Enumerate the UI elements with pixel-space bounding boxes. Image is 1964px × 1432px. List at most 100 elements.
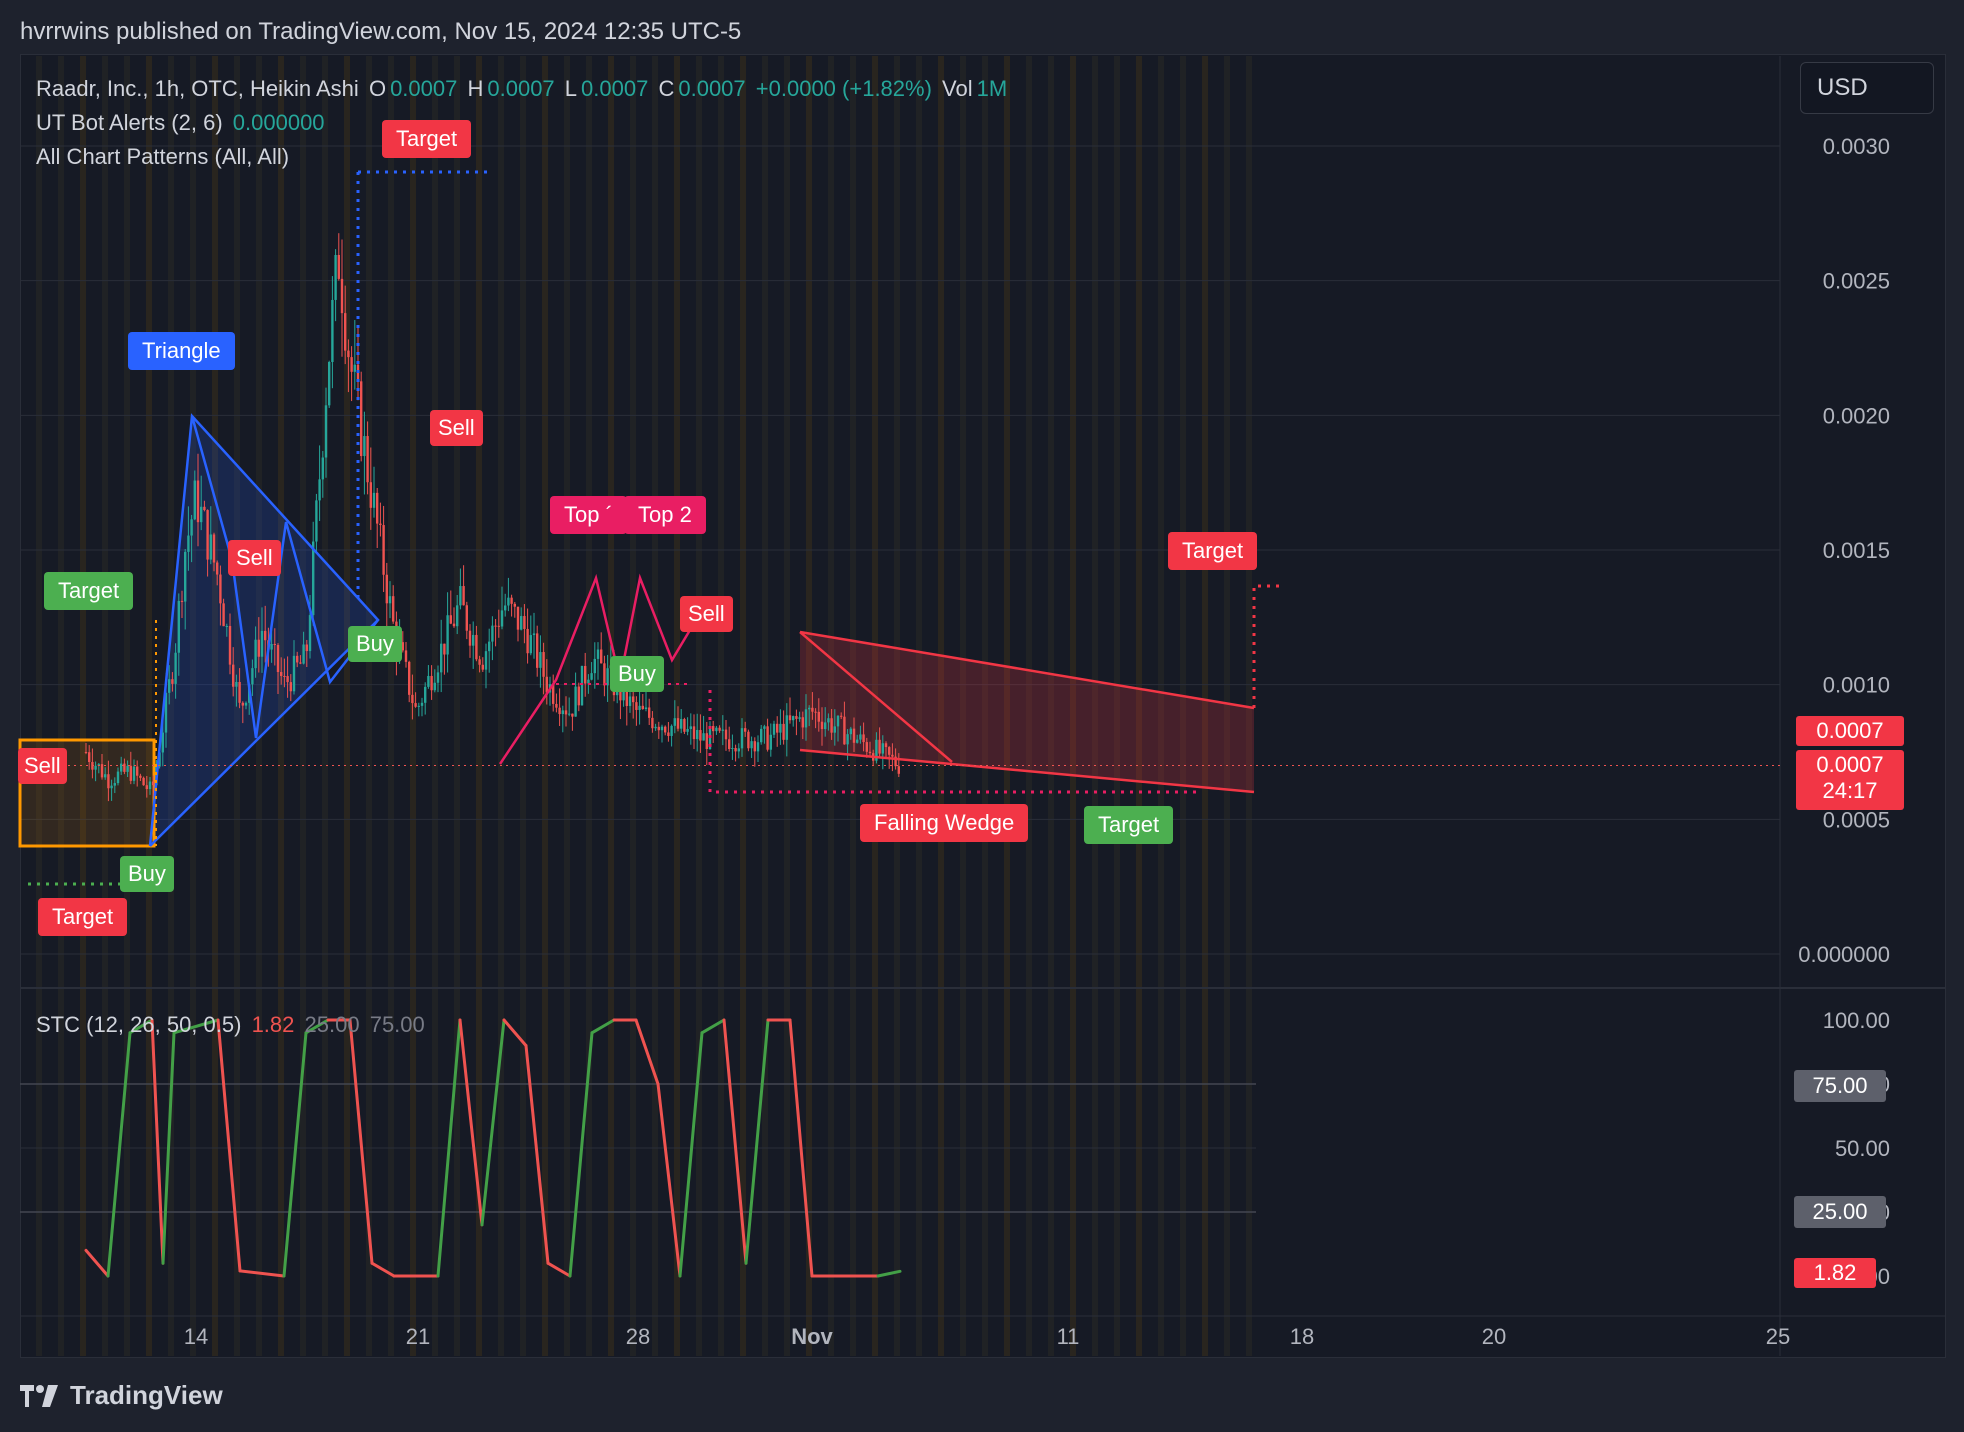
candle-body xyxy=(126,765,129,772)
candle-body xyxy=(408,661,411,695)
stc-segment xyxy=(744,1018,770,1265)
candle-body xyxy=(312,541,315,616)
session-band xyxy=(1070,56,1076,1356)
candle-body xyxy=(462,586,465,606)
candle-body xyxy=(113,783,116,786)
candle-body xyxy=(257,639,260,657)
candle-body xyxy=(673,718,676,726)
candle-body xyxy=(782,723,785,740)
candle-body xyxy=(315,500,318,542)
candle-body xyxy=(88,752,91,763)
candle-body xyxy=(849,728,852,735)
candle-body xyxy=(552,684,555,704)
indicator1-name: UT Bot Alerts (2, 6) xyxy=(36,110,223,135)
candle-body xyxy=(596,649,600,659)
candle-body xyxy=(776,723,779,733)
stc-segment xyxy=(216,1018,242,1273)
triangle-label: Triangle xyxy=(128,332,235,370)
candle-body xyxy=(792,716,795,721)
candle-body xyxy=(756,742,760,752)
session-band xyxy=(432,56,438,1356)
session-band xyxy=(938,56,944,1356)
candle-body xyxy=(590,673,593,680)
candle-body xyxy=(635,702,638,710)
candle-body xyxy=(862,734,865,743)
time-tick-label: Nov xyxy=(791,1324,833,1349)
volume-label: Vol xyxy=(942,76,973,101)
close-label: C xyxy=(658,76,675,101)
session-band xyxy=(652,56,658,1356)
stc-segment xyxy=(656,1082,682,1278)
stc-segment xyxy=(480,1018,506,1227)
candle-body xyxy=(392,596,395,622)
currency-button[interactable]: USD xyxy=(1800,62,1934,114)
candle-body xyxy=(753,741,756,752)
candle-body xyxy=(641,705,644,710)
stc-segment xyxy=(524,1044,550,1265)
session-band xyxy=(212,56,218,1356)
candle-body xyxy=(289,682,292,692)
session-band xyxy=(146,56,152,1356)
high-label: H xyxy=(467,76,484,101)
candle-body xyxy=(94,765,97,770)
candle-body xyxy=(302,644,305,664)
time-tick-label: 14 xyxy=(184,1324,208,1349)
candle-body xyxy=(878,739,881,754)
candle-body xyxy=(779,723,782,733)
candle-body xyxy=(638,705,641,710)
candle-body xyxy=(270,643,273,650)
candle-body xyxy=(193,480,196,520)
candle-body xyxy=(513,603,516,607)
session-bands xyxy=(36,56,1252,1356)
candle-body xyxy=(798,717,801,719)
candle-body xyxy=(222,603,225,627)
candle-body xyxy=(184,551,187,602)
candle-body xyxy=(545,676,548,693)
stc-segment xyxy=(568,1031,594,1278)
high-value: 0.0007 xyxy=(487,76,555,101)
candle-body xyxy=(340,278,344,314)
candle-body xyxy=(683,719,686,732)
session-band xyxy=(498,56,504,1356)
stc-segment xyxy=(876,1269,902,1278)
footer-brand[interactable]: TradingView xyxy=(20,1380,223,1411)
candle-body xyxy=(827,718,830,723)
candle-body xyxy=(187,535,190,552)
candle-body xyxy=(334,255,337,300)
candle-body xyxy=(292,655,296,692)
candle-body xyxy=(644,707,648,710)
candle-body xyxy=(139,775,142,778)
candle-body xyxy=(734,748,737,752)
session-band xyxy=(322,56,328,1356)
session-band xyxy=(388,56,394,1356)
candle-body xyxy=(699,730,702,741)
price-tick-label: 0.0020 xyxy=(1823,403,1890,428)
stc-name: STC (12, 26, 50, 0.5) xyxy=(36,1012,242,1037)
candle-body xyxy=(603,663,606,686)
candle-body xyxy=(558,707,561,715)
candle-body xyxy=(772,723,776,735)
candle-body xyxy=(219,574,222,604)
candle-body xyxy=(456,605,459,627)
candle-body xyxy=(680,719,683,729)
candle-body xyxy=(190,519,193,536)
candle-body xyxy=(824,722,827,730)
candle-body xyxy=(84,752,88,753)
buy-label-3: Buy xyxy=(120,856,174,892)
triangle-zigzag xyxy=(190,415,379,739)
candle-body xyxy=(161,732,164,753)
candle-body xyxy=(712,726,715,732)
candle-body xyxy=(196,480,200,523)
last-price-tag: 0.0007 xyxy=(1796,716,1904,746)
candle-body xyxy=(244,702,248,706)
candle-body xyxy=(206,510,209,560)
candle-body xyxy=(788,715,792,721)
candle-body xyxy=(897,766,900,774)
candle-body xyxy=(804,709,808,728)
candle-body xyxy=(648,707,651,718)
candle-body xyxy=(664,726,667,733)
candle-body xyxy=(865,742,868,752)
candle-body xyxy=(260,630,264,657)
candle-body xyxy=(171,679,174,684)
